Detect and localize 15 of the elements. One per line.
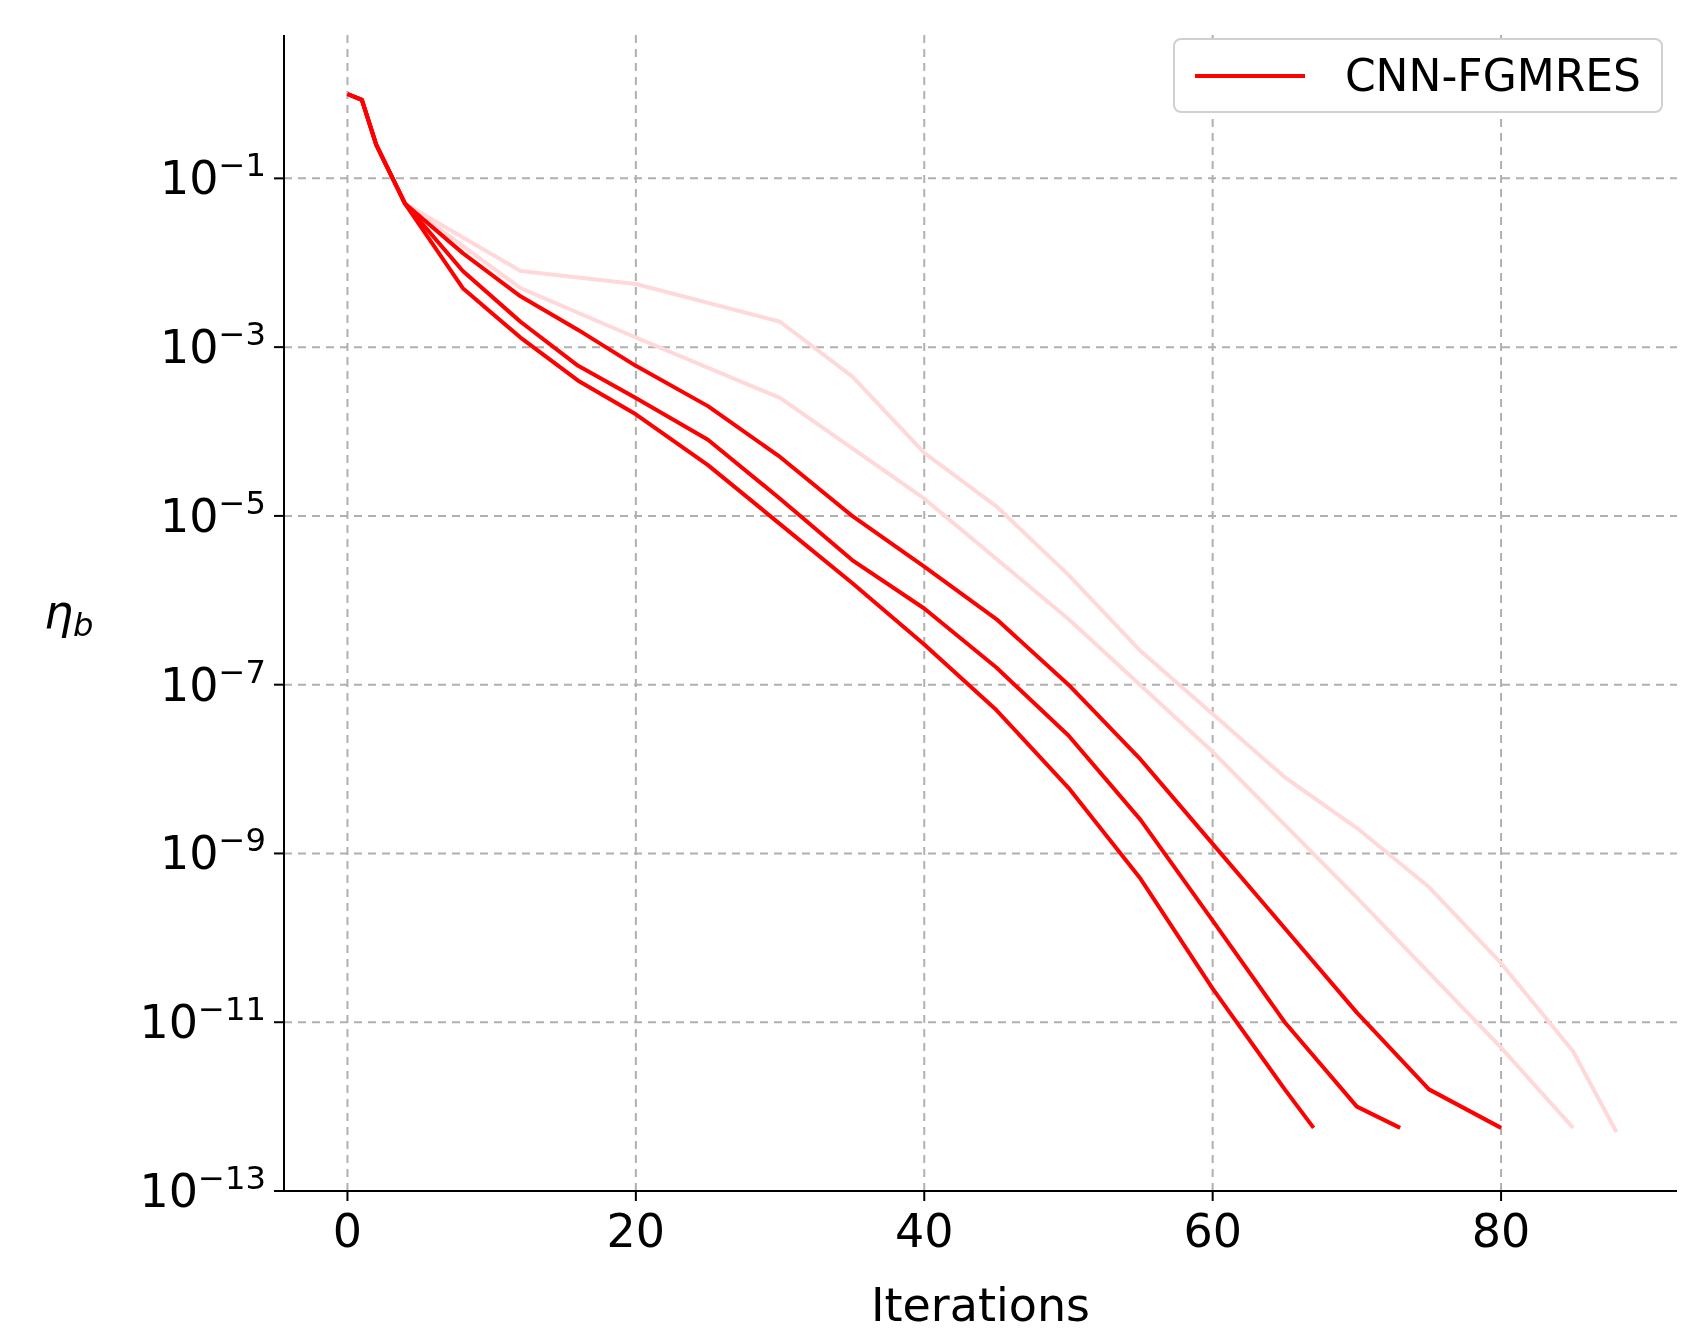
x-tick-label: 20 bbox=[606, 1204, 666, 1258]
legend-label: CNN-FGMRES bbox=[1344, 50, 1641, 101]
y-tick-label: 10$^{−5}$ bbox=[160, 484, 266, 543]
y-tick-label: 10$^{−1}$ bbox=[160, 146, 266, 206]
y-tick-label: 10$^{−7}$ bbox=[160, 653, 266, 712]
x-tick-label: 60 bbox=[1183, 1204, 1242, 1258]
x-tick-label: 40 bbox=[894, 1204, 954, 1258]
y-tick-label: 10$^{−9}$ bbox=[160, 821, 266, 881]
y-axis-title: η$_{b}$ bbox=[43, 585, 94, 644]
y-tick-label: 10$^{−13}$ bbox=[139, 1159, 266, 1218]
y-tick-label: 10$^{−3}$ bbox=[160, 315, 266, 375]
x-axis-title: Iterations bbox=[870, 1278, 1091, 1332]
y-tick-label: 10$^{−11}$ bbox=[139, 990, 266, 1050]
x-tick-label: 80 bbox=[1471, 1204, 1531, 1258]
x-tick-label: 0 bbox=[332, 1204, 363, 1258]
